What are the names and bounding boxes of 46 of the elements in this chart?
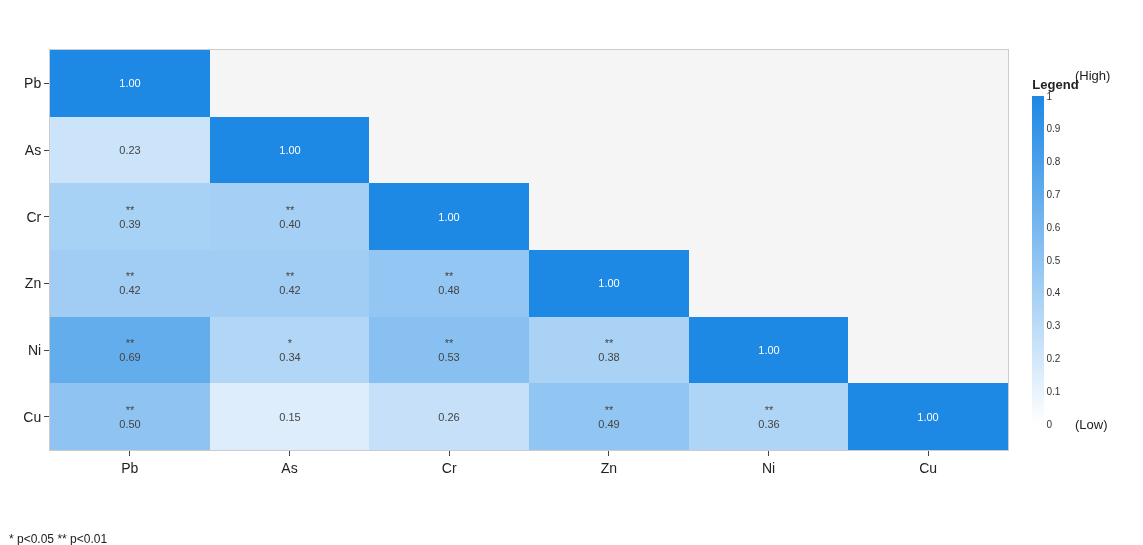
data-label: * 0.34 (279, 336, 301, 363)
y-tick-label: As (24, 141, 42, 158)
data-label: 1.00 (758, 343, 780, 356)
color-bar-label: 0.2 (1046, 352, 1061, 364)
color-bar-label: 0.9 (1046, 123, 1061, 135)
data-label: ** 0.40 (279, 203, 301, 230)
data-label: 1.00 (917, 410, 939, 423)
color-bar-label: 0.7 (1046, 188, 1061, 200)
data-label: ** 0.38 (598, 336, 620, 363)
data-label: ** 0.36 (758, 403, 780, 430)
y-tick-label: Pb (24, 75, 42, 92)
data-label: 0.23 (119, 143, 141, 156)
data-label: 0.15 (279, 410, 301, 423)
data-label: ** 0.42 (119, 269, 141, 296)
data-label: ** 0.69 (119, 336, 141, 363)
text: * p<0.05 ** p<0.01 (9, 532, 108, 545)
data-label: ** 0.42 (279, 269, 301, 296)
x-tick-label: Ni (761, 459, 776, 476)
color-bar-label: 0.4 (1046, 287, 1061, 299)
color-bar-label: 0.5 (1046, 254, 1061, 266)
data-label: ** 0.39 (119, 203, 141, 230)
data-label: 1.00 (438, 210, 460, 223)
x-tick-label: Cu (919, 459, 938, 476)
color-bar-label: 0.3 (1046, 320, 1061, 332)
data-label: 1.00 (598, 276, 620, 289)
color-bar-label: 0.6 (1046, 221, 1061, 233)
data-label: ** 0.49 (598, 403, 620, 430)
text: (Low) (1075, 417, 1108, 432)
x-tick-label: As (281, 459, 298, 476)
y-tick-label: Zn (24, 275, 42, 292)
x-tick-label: Zn (600, 459, 617, 476)
data-label: 1.00 (119, 76, 141, 89)
color-bar-label: 0.1 (1046, 385, 1061, 397)
color-bar-label: 0.8 (1046, 156, 1061, 168)
y-tick-label: Cr (26, 208, 42, 225)
color-bar-label: 0 (1046, 418, 1053, 430)
color-bar-label: 1 (1046, 90, 1053, 102)
data-label: 0.26 (438, 410, 460, 423)
x-tick-label: Cr (441, 459, 457, 476)
y-tick-label: Cu (23, 408, 42, 425)
x-tick-label: Pb (121, 459, 139, 476)
y-tick-label: Ni (27, 341, 42, 358)
data-label: ** 0.53 (438, 336, 460, 363)
data-label: ** 0.48 (438, 269, 460, 296)
data-label: ** 0.50 (119, 403, 141, 430)
data-label: 1.00 (279, 143, 301, 156)
